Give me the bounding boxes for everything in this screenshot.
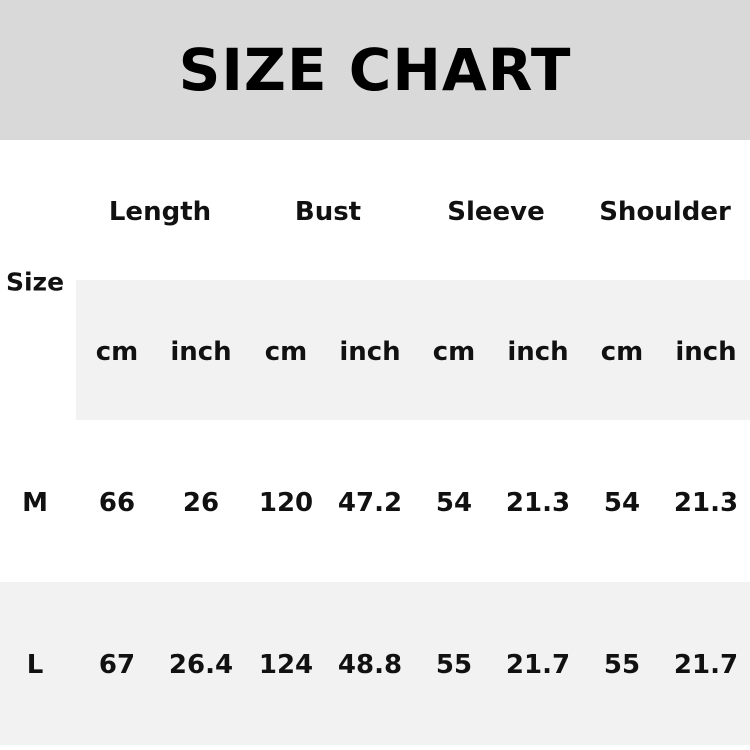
title-band [0,0,750,140]
unit-header: inch [339,337,401,367]
unit-header: cm [95,337,139,367]
unit-header-band [76,280,750,420]
column-group-header: Sleeve [447,197,545,227]
table-cell: 124 [258,650,314,680]
row-size-label: L [26,650,44,680]
unit-header: inch [170,337,232,367]
chart-title: SIZE CHART [178,36,572,104]
row-stripe [0,582,750,745]
table-cell: 26 [182,488,220,518]
table-cell: 54 [435,488,473,518]
unit-header: inch [675,337,737,367]
column-group-header: Length [108,197,212,227]
table-cell: 54 [603,488,641,518]
column-group-header: Bust [294,197,362,227]
table-cell: 55 [435,650,473,680]
table-cell: 120 [258,488,314,518]
table-cell: 48.8 [337,650,403,680]
table-cell: 21.3 [505,488,571,518]
size-header: Size [5,267,65,297]
table-cell: 66 [98,488,136,518]
table-cell: 21.3 [673,488,739,518]
table-cell: 21.7 [505,650,571,680]
column-group-header: Shoulder [599,197,731,227]
unit-header: cm [432,337,476,367]
table-cell: 55 [603,650,641,680]
row-size-label: M [22,488,48,518]
unit-header: cm [600,337,644,367]
table-cell: 47.2 [337,488,403,518]
table-cell: 67 [98,650,136,680]
table-cell: 26.4 [168,650,234,680]
unit-header: inch [507,337,569,367]
table-cell: 21.7 [673,650,739,680]
unit-header: cm [264,337,308,367]
